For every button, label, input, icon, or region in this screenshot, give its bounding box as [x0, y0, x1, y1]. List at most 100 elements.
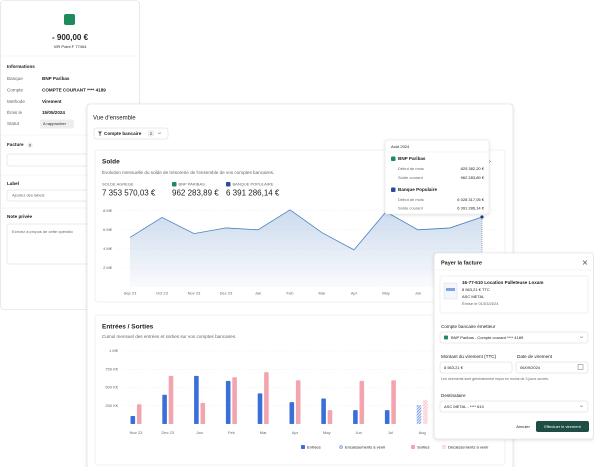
- chevron: [157, 132, 162, 135]
- bar: [264, 372, 269, 424]
- date-input[interactable]: [515, 361, 589, 374]
- y-tick-label: 4 M€: [103, 246, 113, 251]
- line: [129, 209, 483, 251]
- filter-count: 2: [150, 131, 153, 136]
- bank-icon: [444, 335, 448, 340]
- x-tick-label: Jun: [355, 430, 361, 435]
- legend-label: Entrées: [307, 444, 321, 449]
- legend-swatch: [339, 445, 343, 449]
- bar: [225, 380, 231, 424]
- card-subtitle: Évolution mensuelle du solde de trésorer…: [102, 169, 274, 175]
- stat-value: 7 353 570,03 €: [102, 189, 156, 198]
- row-value: 962 283,89 €: [461, 175, 485, 180]
- x-tick-label: Jul: [388, 430, 393, 435]
- row-value: 6 391 286,14 €: [457, 206, 484, 211]
- filter-icon: [98, 131, 102, 136]
- chevron: [579, 405, 584, 408]
- overview-title: Vue d'ensemble: [93, 116, 136, 122]
- account-select[interactable]: [439, 331, 589, 344]
- field-label: Banque: [7, 76, 23, 81]
- placeholder: Ecrivez à propos de cette opératio: [12, 229, 73, 234]
- field-label: Statut: [7, 121, 20, 126]
- stat-label: SOLDE AGREGE: [102, 182, 134, 187]
- account-name: BNP Paribas: [398, 156, 426, 161]
- legend-label: Sorties: [417, 444, 429, 449]
- amount-input[interactable]: [439, 361, 513, 374]
- y-tick-label: 250 K€: [105, 403, 118, 408]
- card-title: Entrées / Sorties: [102, 324, 154, 331]
- bar: [416, 405, 422, 424]
- panel-title: Payer la facture: [441, 260, 482, 266]
- field-value: 06/09/2024: [520, 365, 541, 370]
- status-pill[interactable]: [40, 119, 74, 129]
- field-label: Compte bancaire émetteur: [441, 324, 496, 329]
- invoice-logo: [446, 288, 455, 291]
- tooltip: Août 2024 BNP Paribas Début de mois 825 …: [384, 139, 490, 215]
- row-label: Solde courant: [398, 206, 424, 211]
- y-tick-label: 750 K€: [105, 366, 118, 371]
- bank-icon: [391, 187, 396, 192]
- submit-button[interactable]: [536, 421, 589, 432]
- recipient-select[interactable]: [439, 400, 589, 413]
- chevron: [579, 336, 584, 339]
- y-tick-label: 2 M€: [103, 265, 113, 270]
- reference: VIR Point F 77404: [54, 44, 87, 49]
- field-label: Émis le: [7, 109, 23, 115]
- row-label: Début de mois: [398, 197, 424, 202]
- invoice-card: [439, 275, 589, 314]
- legend-label: Décaissements à venir: [448, 444, 489, 449]
- bar: [327, 410, 333, 424]
- close-button[interactable]: [582, 260, 588, 265]
- point: [480, 215, 484, 219]
- submit-label: Effectuer le virement: [544, 424, 581, 429]
- account-name: Banque Populaire: [398, 187, 437, 192]
- bank-icon: [226, 182, 231, 187]
- bar: [162, 394, 167, 424]
- x-tick-label: Oct 23: [156, 291, 169, 296]
- bar: [232, 377, 237, 424]
- x-tick-label: Apr: [351, 291, 358, 296]
- x-tick-label: Feb: [228, 430, 236, 435]
- legend: Entrées Encaissements à venir Sorties Décai…: [301, 444, 489, 449]
- bank-icon: [172, 182, 177, 187]
- badge: [148, 130, 154, 137]
- card-title: Solde: [102, 159, 120, 166]
- overview-panel: Vue d'ensemble Compte bancaire 2 Solde É…: [86, 103, 514, 467]
- x-tick-label: Jan: [196, 430, 202, 435]
- bar: [321, 398, 326, 424]
- y-tick-label: 1 M€: [109, 348, 119, 353]
- filter-label: Compte bancaire: [104, 131, 142, 136]
- field-value: Virement: [42, 99, 62, 104]
- field-value: ASC METAL - **** 610: [444, 404, 485, 409]
- amount: - 900,00 €: [52, 33, 89, 42]
- stat-value: 6 391 286,14 €: [226, 189, 280, 198]
- invoice-label: Facture: [7, 142, 24, 147]
- field-value: BNP Paribas - Compte courant **** 4189: [451, 335, 524, 340]
- card-subtitle: Cumul mensuel des entrées et sorties sur…: [102, 334, 236, 339]
- field-label: Montant du virement (TTC): [441, 354, 497, 359]
- field-label: Date de virement: [517, 354, 553, 359]
- x-tick-label: May: [323, 430, 331, 435]
- bar: [391, 380, 396, 424]
- x-tick-label: Feb: [287, 291, 295, 296]
- bar: [423, 399, 428, 424]
- status: A rapprocher: [43, 121, 67, 126]
- field-value: COMPTE COURANT **** 4189: [42, 88, 106, 93]
- section-title: Informations: [7, 64, 35, 69]
- x-tick-label: Aug: [419, 430, 426, 435]
- calendar-icon: [577, 364, 584, 370]
- tooltip-title: Août 2024: [391, 144, 410, 149]
- stat-label: BANQUE POPULAIRE: [233, 182, 274, 187]
- bar: [200, 402, 206, 424]
- x-tick-label: Nov 23: [130, 430, 143, 435]
- x-tick-label: Nov 23: [188, 291, 201, 296]
- field-value: 15/05/2024: [42, 110, 65, 115]
- payment-panel: Payer la facture 16-77-610 Location Pall…: [433, 252, 594, 440]
- row-value: 825 382,20 €: [461, 166, 485, 171]
- cancel-button[interactable]: Annuler: [516, 424, 530, 429]
- bar: [353, 410, 358, 424]
- legend-swatch: [301, 445, 305, 449]
- chevron: [488, 159, 491, 164]
- x-tick-label: Apr: [292, 430, 299, 435]
- legend-swatch: [442, 445, 446, 449]
